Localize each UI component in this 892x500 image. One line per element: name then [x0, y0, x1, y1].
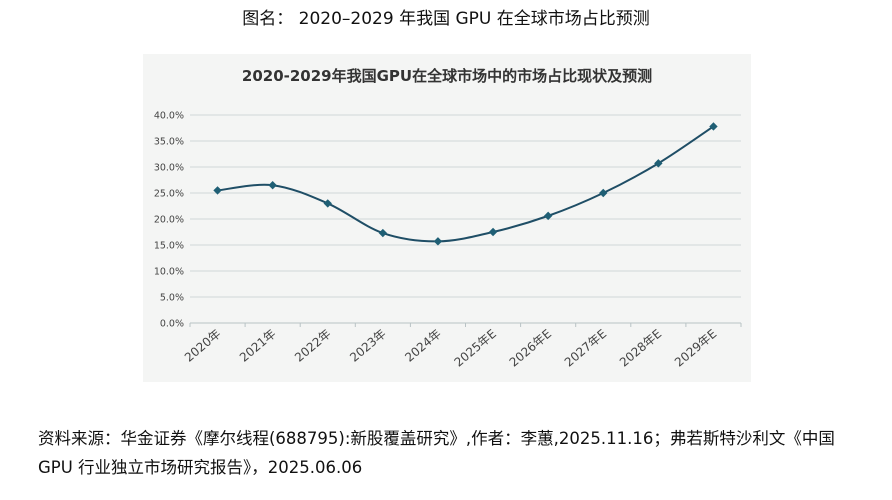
y-tick-label: 5.0%: [160, 293, 184, 304]
data-point-marker: [654, 159, 663, 168]
data-point-marker: [488, 227, 498, 237]
series-line: [217, 125, 715, 243]
y-tick-label: 15.0%: [154, 241, 184, 252]
x-tick-label: 2023年: [347, 327, 389, 365]
gridlines: [189, 114, 742, 327]
x-tick-label: 2020年: [182, 327, 224, 365]
data-point-marker: [323, 199, 332, 208]
x-tick-label: 2025年E: [452, 327, 499, 370]
data-point-marker: [268, 181, 277, 190]
x-tick-label: 2024年: [402, 327, 444, 365]
x-tick-label: 2027年E: [562, 327, 609, 370]
data-point-marker: [599, 188, 608, 198]
line-chart: 0.0% 5.0% 10.0% 15.0% 20.0% 25.0% 30.0% 35.0% 40…: [154, 111, 742, 370]
x-tick-label: 2026年E: [507, 327, 554, 370]
y-tick-label: 30.0%: [154, 163, 184, 174]
series-markers: [213, 122, 718, 246]
x-tick-label: 2028年E: [617, 327, 664, 370]
data-point-marker: [433, 237, 443, 246]
series-line-path: [217, 125, 715, 243]
data-point-marker: [709, 122, 718, 131]
x-axis-ticks: 2020年 2021年 2022年 2023年 2024年 2025年E 2026年E 202…: [182, 327, 719, 370]
y-tick-label: 40.0%: [154, 111, 184, 122]
x-tick-label: 2022年: [292, 327, 334, 365]
chart-title: 2020-2029年我国GPU在全球市场中的市场占比现状及预测: [241, 67, 653, 85]
y-tick-label: 25.0%: [154, 189, 184, 200]
source-note: 资料来源：华金证券《摩尔线程(688795):新股覆盖研究》,作者：李蕙,202…: [38, 429, 835, 477]
y-tick-label: 35.0%: [154, 137, 184, 148]
y-tick-label: 20.0%: [154, 215, 184, 226]
x-tick-label: 2029年E: [672, 327, 719, 370]
x-tick-label: 2021年: [237, 327, 279, 365]
y-tick-label: 0.0%: [160, 319, 184, 330]
y-axis-ticks: 0.0% 5.0% 10.0% 15.0% 20.0% 25.0% 30.0% 35.0% 40…: [154, 111, 184, 330]
data-point-marker: [543, 211, 553, 221]
chart-panel: 0.0% 5.0% 10.0% 15.0% 20.0% 25.0% 30.0% 35.0% 40…: [143, 54, 751, 382]
y-tick-label: 10.0%: [154, 267, 184, 278]
figure-caption: 图名： 2020–2029 年我国 GPU 在全球市场占比预测: [242, 9, 650, 29]
data-point-marker: [213, 186, 222, 195]
data-point-marker: [378, 228, 388, 238]
